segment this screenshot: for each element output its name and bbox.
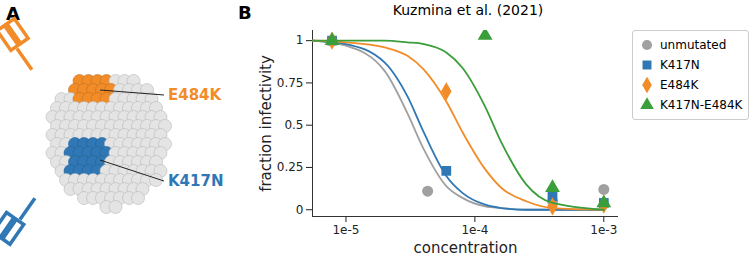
svg-text:K417N: K417N bbox=[168, 172, 224, 190]
svg-text:E484K: E484K bbox=[168, 86, 223, 104]
html-text:E484K: E484K bbox=[660, 78, 699, 92]
svg-text:A: A bbox=[6, 3, 20, 24]
svg-text:fraction infectivity: fraction infectivity bbox=[257, 55, 275, 192]
svg-text:1e-4: 1e-4 bbox=[461, 223, 488, 237]
svg-text:0: 0 bbox=[296, 203, 304, 217]
html-text:K417N: K417N bbox=[660, 58, 700, 72]
html-text:B: B bbox=[238, 2, 252, 23]
svg-text:0.75: 0.75 bbox=[277, 76, 304, 90]
html-text:Kuzmina et al. (2021): Kuzmina et al. (2021) bbox=[392, 2, 544, 18]
svg-text:1e-3: 1e-3 bbox=[590, 223, 617, 237]
svg-text:0.25: 0.25 bbox=[277, 160, 304, 174]
svg-text:0.5: 0.5 bbox=[284, 118, 303, 132]
html-text:K417N-E484K: K417N-E484K bbox=[660, 98, 743, 112]
svg-text:1e-5: 1e-5 bbox=[332, 223, 359, 237]
svg-text:concentration: concentration bbox=[414, 239, 518, 257]
svg-text:1: 1 bbox=[296, 33, 304, 47]
html-text:unmutated: unmutated bbox=[660, 38, 727, 52]
